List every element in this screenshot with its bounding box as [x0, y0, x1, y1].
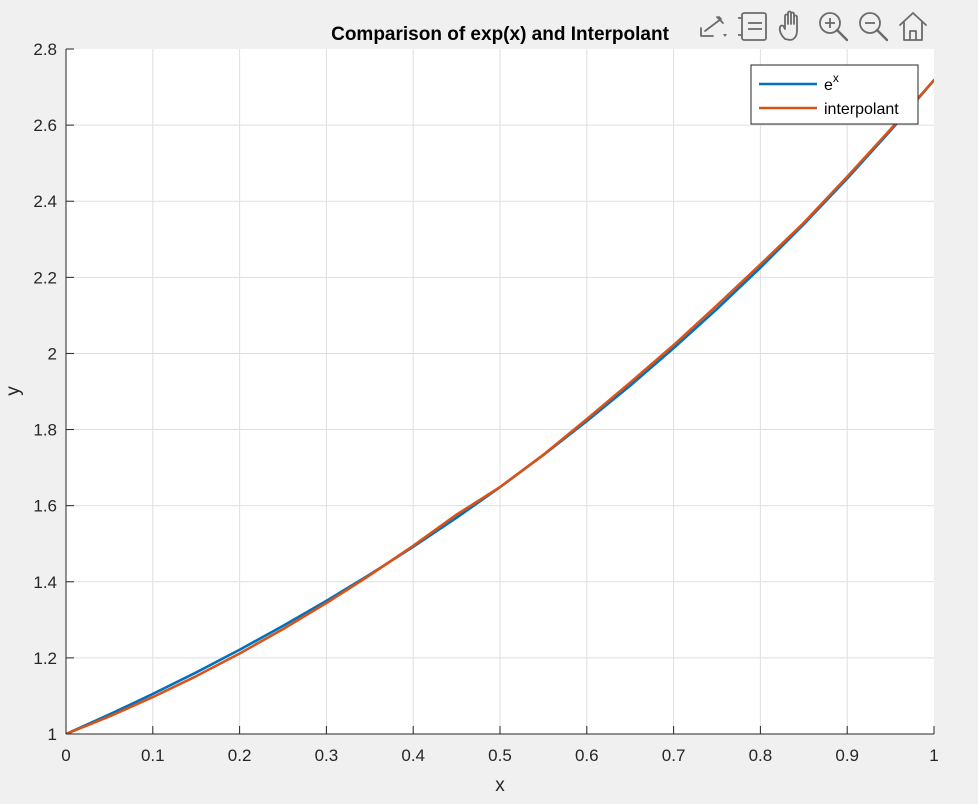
x-axis-label: x	[495, 775, 505, 796]
y-axis-label: y	[3, 386, 24, 396]
x-tick-label: 0.7	[662, 746, 686, 765]
y-tick-label: 2	[48, 344, 57, 363]
pan-icon[interactable]	[778, 10, 798, 41]
export-icon[interactable]	[700, 16, 727, 37]
series-line-interpolant	[66, 78, 934, 734]
y-tick-label: 2.4	[33, 192, 57, 211]
zoom-out-icon[interactable]	[859, 12, 889, 42]
y-tick-label: 1.6	[33, 497, 57, 516]
x-tick-label: 0.1	[141, 746, 165, 765]
x-tick-label: 0	[61, 746, 70, 765]
x-tick-label: 0.2	[228, 746, 252, 765]
legend-box	[750, 64, 919, 125]
y-tick-label: 1.4	[33, 573, 57, 592]
x-tick-label: 0.6	[575, 746, 599, 765]
home-icon[interactable]	[899, 12, 927, 41]
brush-icon[interactable]	[738, 12, 767, 41]
x-tick-label: 0.9	[835, 746, 859, 765]
y-tick-label: 2.6	[33, 116, 57, 135]
legend-label: interpolant	[824, 101, 899, 118]
x-tick-label: 0.8	[749, 746, 773, 765]
chart-title: Comparison of exp(x) and Interpolant	[331, 24, 669, 45]
y-tick-label: 2.8	[33, 40, 57, 59]
y-tick-label: 1.8	[33, 421, 57, 440]
legend-label-superscript: x	[833, 71, 839, 85]
x-tick-label: 0.5	[488, 746, 512, 765]
y-tick-label: 2.2	[33, 268, 57, 287]
axes-toolbar	[700, 10, 927, 42]
y-tick-label: 1	[48, 725, 57, 744]
y-tick-label: 1.2	[33, 649, 57, 668]
x-tick-label: 1	[929, 746, 938, 765]
x-tick-label: 0.4	[401, 746, 425, 765]
x-tick-label: 0.3	[315, 746, 339, 765]
zoom-in-icon[interactable]	[819, 12, 849, 42]
